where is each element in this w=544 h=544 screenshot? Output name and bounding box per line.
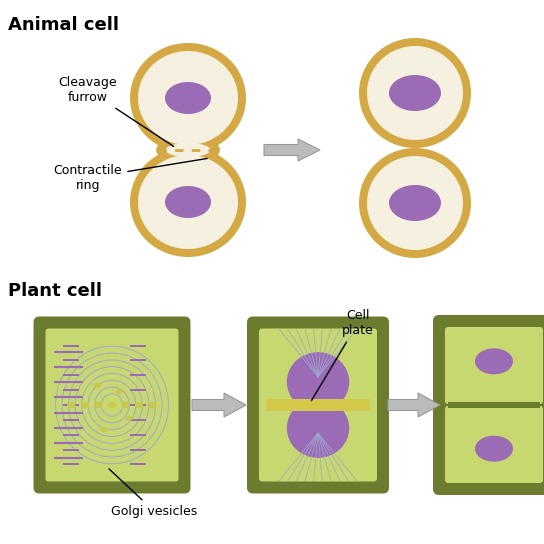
Text: Animal cell: Animal cell bbox=[8, 16, 119, 34]
Ellipse shape bbox=[475, 348, 513, 374]
Bar bbox=[448, 402, 540, 408]
Text: Plant cell: Plant cell bbox=[8, 282, 102, 300]
FancyBboxPatch shape bbox=[260, 408, 376, 480]
Polygon shape bbox=[388, 393, 440, 417]
Text: Contractile
ring: Contractile ring bbox=[54, 158, 207, 192]
Ellipse shape bbox=[108, 403, 115, 407]
Ellipse shape bbox=[475, 436, 513, 462]
Ellipse shape bbox=[367, 156, 463, 250]
Ellipse shape bbox=[359, 148, 471, 258]
Ellipse shape bbox=[156, 136, 220, 164]
FancyBboxPatch shape bbox=[46, 329, 178, 481]
Ellipse shape bbox=[287, 398, 349, 458]
Ellipse shape bbox=[389, 75, 441, 111]
Ellipse shape bbox=[165, 186, 211, 218]
Polygon shape bbox=[192, 393, 246, 417]
Ellipse shape bbox=[138, 51, 238, 145]
Ellipse shape bbox=[287, 352, 349, 412]
Text: Cleavage
furrow: Cleavage furrow bbox=[59, 76, 174, 146]
Ellipse shape bbox=[94, 382, 101, 388]
Ellipse shape bbox=[101, 427, 108, 432]
Ellipse shape bbox=[138, 155, 238, 249]
FancyBboxPatch shape bbox=[445, 327, 543, 404]
FancyBboxPatch shape bbox=[247, 317, 389, 493]
Ellipse shape bbox=[165, 143, 211, 157]
Ellipse shape bbox=[95, 403, 102, 407]
Text: Cell
plate: Cell plate bbox=[311, 309, 374, 400]
FancyBboxPatch shape bbox=[445, 406, 543, 483]
Ellipse shape bbox=[116, 390, 123, 394]
Ellipse shape bbox=[68, 403, 75, 407]
Ellipse shape bbox=[122, 403, 129, 407]
FancyBboxPatch shape bbox=[267, 399, 370, 411]
Ellipse shape bbox=[367, 46, 463, 140]
Polygon shape bbox=[264, 139, 320, 161]
Ellipse shape bbox=[130, 43, 246, 153]
Ellipse shape bbox=[359, 38, 471, 148]
FancyBboxPatch shape bbox=[260, 330, 376, 402]
Ellipse shape bbox=[82, 403, 89, 407]
FancyBboxPatch shape bbox=[259, 329, 377, 481]
Ellipse shape bbox=[165, 82, 211, 114]
Text: Golgi vesicles: Golgi vesicles bbox=[109, 469, 197, 517]
Ellipse shape bbox=[149, 403, 156, 407]
FancyBboxPatch shape bbox=[34, 317, 190, 493]
Ellipse shape bbox=[135, 403, 143, 407]
Ellipse shape bbox=[126, 416, 133, 421]
FancyBboxPatch shape bbox=[433, 315, 544, 495]
Ellipse shape bbox=[389, 185, 441, 221]
Ellipse shape bbox=[130, 147, 246, 257]
